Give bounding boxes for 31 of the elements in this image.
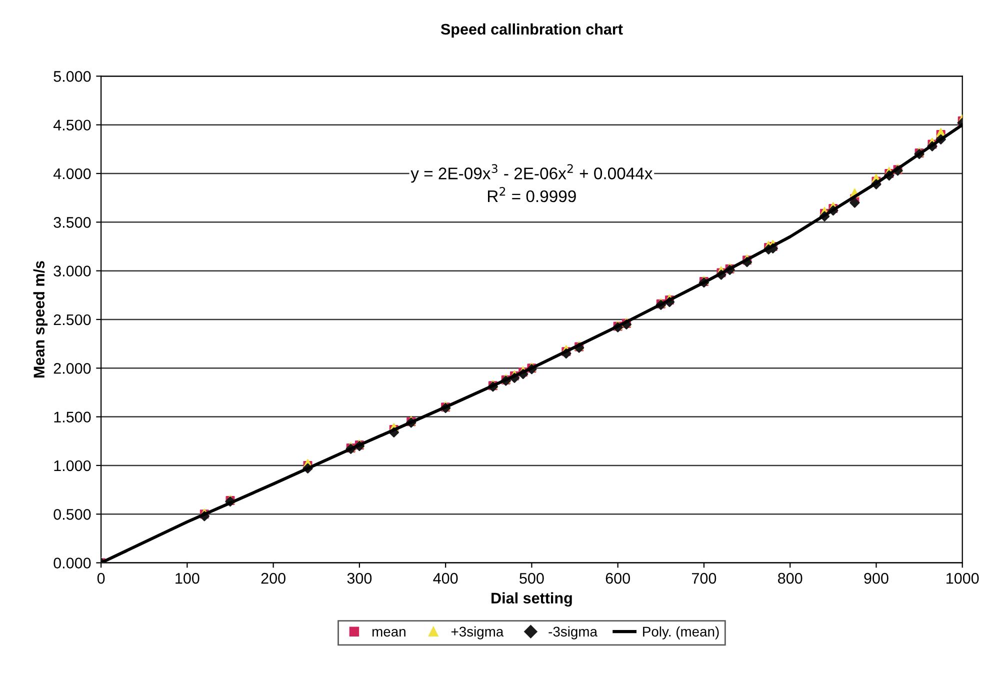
y-tick-label: 4.000 [53,168,91,180]
y-tick-label: 0.500 [54,508,91,520]
annotation: R$^{2}$ = 0.9999 [488,186,576,202]
chart-title: Speed callinbration chart [440,23,623,38]
legend-label: -3sigma [548,626,598,640]
x-tick-label: 500 [520,572,544,584]
x-tick-label: 300 [347,572,372,584]
y-axis-title: Mean speed m/s [33,261,48,378]
x-tick-label: 100 [176,572,200,584]
x-tick-label: 200 [261,572,286,584]
y-tick-label: 5.000 [54,71,91,82]
x-tick-label: 0 [97,572,105,584]
y-tick-label: 0.000 [54,558,91,568]
y-tick-label: 4.500 [53,120,91,131]
x-tick-label: 700 [692,572,716,584]
x-tick-label: 900 [864,572,888,584]
x-tick-label: 1000 [946,572,979,584]
legend-label: +3sigma [451,626,504,640]
y-tick-label: 1.500 [54,412,91,422]
annotation: y = 2E-09x$^{3}$ - 2E-06x$^{2}$ + 0.0044x [410,164,653,183]
y-tick-label: 2.500 [54,314,91,326]
y-tick-label: 2.000 [54,363,91,374]
legend-label: mean [372,628,406,637]
x-tick-label: 800 [778,572,802,584]
x-tick-label: 600 [606,572,630,584]
legend-label: Poly. (mean) [643,626,719,640]
x-tick-label: 400 [433,572,458,584]
y-tick-label: 3.000 [54,266,91,276]
x-axis-title: Dial setting [492,592,572,607]
y-tick-label: 1.000 [54,460,91,472]
y-tick-label: 3.500 [54,217,91,228]
